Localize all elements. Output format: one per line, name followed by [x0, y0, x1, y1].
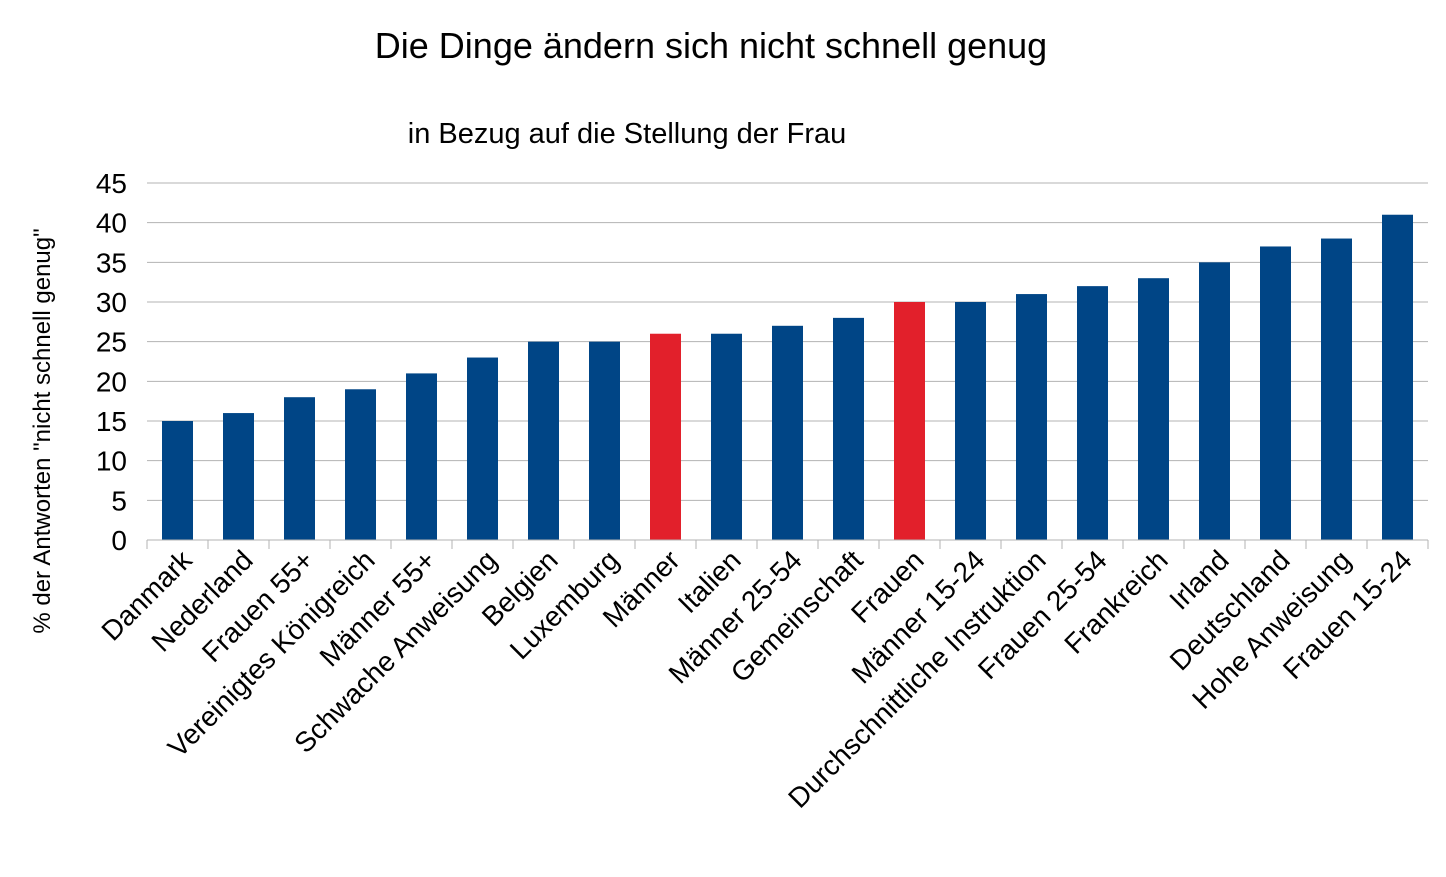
- bar: [1382, 214, 1413, 540]
- y-tick-label: 25: [96, 327, 127, 358]
- bar: [955, 302, 986, 540]
- bar: [345, 389, 376, 540]
- bar: [528, 341, 559, 540]
- y-tick-label: 5: [111, 485, 127, 516]
- bar: [162, 421, 193, 540]
- bars: [162, 214, 1413, 541]
- y-tick-label: 35: [96, 247, 127, 278]
- y-axis-ticks: 0 5 10 15 20 25 30 35 40 45: [96, 168, 127, 556]
- bar: [467, 357, 498, 540]
- bar: [1016, 294, 1047, 540]
- y-tick-label: 30: [96, 287, 127, 318]
- bar: [833, 317, 864, 540]
- y-tick-label: 15: [96, 406, 127, 437]
- y-tick-label: 10: [96, 446, 127, 477]
- bar: [711, 333, 742, 540]
- y-tick-label: 40: [96, 208, 127, 239]
- bar: [284, 397, 315, 540]
- chart-title: Die Dinge ändern sich nicht schnell genu…: [375, 25, 1047, 66]
- bar: [223, 413, 254, 540]
- bar: [1321, 238, 1352, 541]
- bar: [772, 325, 803, 540]
- y-axis-label: % der Antworten "nicht schnell genug": [29, 228, 56, 633]
- bar: [894, 302, 925, 540]
- bar: [406, 373, 437, 540]
- bar: [1199, 262, 1230, 540]
- y-tick-label: 0: [111, 525, 127, 556]
- bar: [1138, 278, 1169, 540]
- x-axis: [146, 539, 1429, 549]
- bar: [1260, 246, 1291, 540]
- bar: [589, 341, 620, 540]
- chart-subtitle: in Bezug auf die Stellung der Frau: [408, 118, 847, 150]
- bar: [1077, 286, 1108, 540]
- y-tick-label: 45: [96, 168, 127, 199]
- y-tick-label: 20: [96, 366, 127, 397]
- bar: [650, 333, 681, 540]
